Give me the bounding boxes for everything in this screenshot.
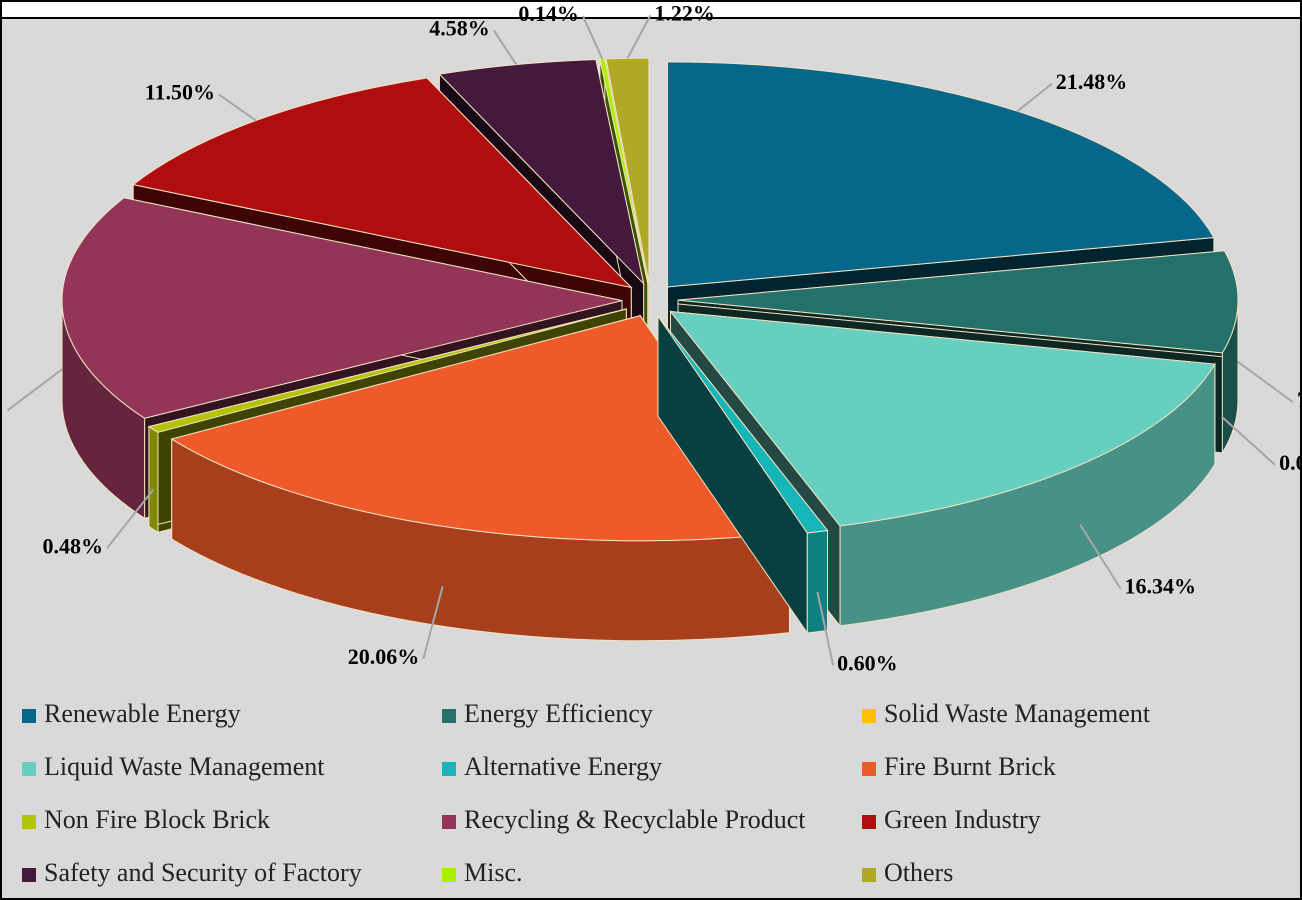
- leader-line: [582, 15, 604, 60]
- slice-top: [147, 308, 627, 433]
- data-label: 11.50%: [145, 80, 215, 105]
- data-label: 16.34%: [1125, 574, 1197, 599]
- legend-swatch: [22, 709, 36, 723]
- legend-label: Others: [884, 858, 953, 887]
- legend-swatch: [22, 762, 36, 776]
- header-strip: [0, 0, 1302, 19]
- leader-line: [1016, 83, 1053, 112]
- slice-top: [677, 303, 1222, 358]
- legend-label: Safety and Security of Factory: [44, 858, 362, 887]
- pie: [61, 57, 1239, 642]
- slice-top: [438, 58, 645, 286]
- legend-label: Recycling & Recyclable Product: [464, 805, 806, 834]
- leader-line: [218, 93, 257, 122]
- legend-swatch: [442, 868, 456, 882]
- slice: [657, 314, 829, 635]
- slice-top: [132, 77, 633, 289]
- legend-swatch: [22, 815, 36, 829]
- legend-label: Non Fire Block Brick: [44, 805, 270, 834]
- legend-swatch: [22, 868, 36, 882]
- data-label: 0.48%: [42, 533, 103, 558]
- data-label: 21.48%: [1056, 69, 1128, 94]
- legend-label: Fire Burnt Brick: [884, 752, 1056, 781]
- legend-label: Misc.: [464, 858, 523, 887]
- data-label: 0.14%: [518, 1, 579, 26]
- leader-line: [1237, 361, 1294, 403]
- slice-top: [61, 197, 623, 419]
- legend-swatch: [862, 868, 876, 882]
- data-label: 4.58%: [429, 15, 490, 40]
- legend-label: Liquid Waste Management: [44, 752, 325, 781]
- legend-swatch: [442, 762, 456, 776]
- leader-line: [106, 488, 155, 549]
- legend-swatch: [862, 815, 876, 829]
- leader-line: [6, 368, 64, 412]
- data-label: 7.28%: [1297, 387, 1302, 412]
- data-label: 0.00%: [1279, 450, 1302, 475]
- legend-swatch: [862, 709, 876, 723]
- legend-label: Alternative Energy: [464, 752, 662, 781]
- data-label: 20.06%: [348, 644, 420, 669]
- slice-top: [170, 315, 791, 542]
- leader-line: [422, 586, 444, 660]
- slice-rim: [806, 529, 829, 634]
- legend-label: Energy Efficiency: [464, 699, 653, 728]
- data-label: 1.22%: [654, 0, 715, 25]
- slice: [677, 303, 1222, 358]
- data-label: 0.60%: [837, 650, 898, 675]
- legend-swatch: [442, 709, 456, 723]
- leader-line: [816, 591, 835, 666]
- slice-top: [666, 61, 1215, 288]
- leader-line: [492, 29, 518, 66]
- slice-top: [677, 250, 1239, 354]
- legend-label: Green Industry: [884, 805, 1041, 834]
- leader-line: [626, 14, 652, 59]
- data-label: 16.31%: [0, 395, 3, 420]
- legend-swatch: [442, 815, 456, 829]
- slice-top: [669, 310, 1216, 527]
- leader-line: [1220, 415, 1276, 466]
- legend-label: Solid Waste Management: [884, 699, 1151, 728]
- legend-label: Renewable Energy: [44, 699, 241, 728]
- leader-line: [1079, 524, 1122, 590]
- slice-top: [657, 315, 829, 534]
- slice-rim: [148, 425, 159, 534]
- legend-swatch: [862, 762, 876, 776]
